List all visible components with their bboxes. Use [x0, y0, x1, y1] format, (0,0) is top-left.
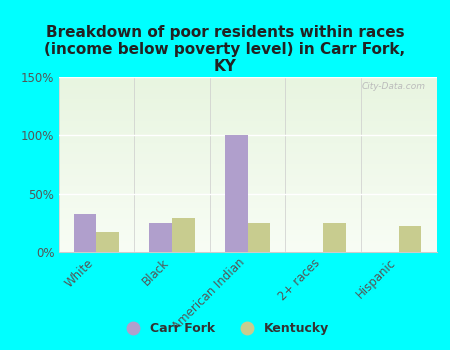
Bar: [225, 135, 248, 252]
Bar: [323, 223, 346, 252]
Text: City-Data.com: City-Data.com: [361, 82, 425, 91]
Bar: [248, 223, 270, 252]
Text: Breakdown of poor residents within races
(income below poverty level) in Carr Fo: Breakdown of poor residents within races…: [45, 25, 405, 74]
Bar: [74, 214, 96, 252]
Bar: [172, 218, 194, 252]
Bar: [149, 223, 172, 252]
Bar: [96, 232, 119, 252]
Legend: Carr Fork, Kentucky: Carr Fork, Kentucky: [116, 317, 334, 340]
Bar: [399, 226, 421, 252]
